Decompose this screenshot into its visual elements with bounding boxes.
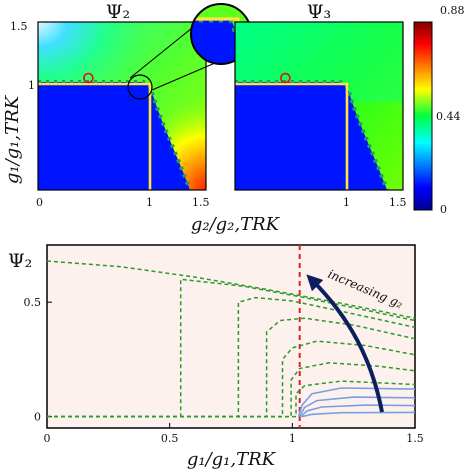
psi2-boundary — [38, 82, 152, 190]
psi3-boundary — [235, 82, 349, 190]
hm2-xtick-1: 1 — [146, 196, 153, 209]
x-tick-label-3: 1.5 — [406, 432, 424, 445]
increasing-arrow — [306, 274, 384, 413]
colorbar-tick-bottom: 0 — [440, 203, 447, 216]
series-line-5 — [47, 362, 415, 418]
hm2-ytick-1: 1 — [28, 79, 35, 92]
hm2-xtick-1.5: 1.5 — [192, 196, 210, 209]
psi3-marker — [280, 72, 291, 84]
y-tick-label-1: 0.5 — [24, 296, 42, 309]
heatmap-ylabel: g₁/g₁,TRK — [2, 94, 23, 184]
line-chart-ticks: 0 0.5 1 1.5 0 0.5 — [24, 296, 424, 445]
line-chart: 0 0.5 1 1.500.5 increasing g₂ — [24, 244, 424, 445]
hm2-xtick-0: 0 — [36, 196, 43, 209]
psi2-marker — [83, 72, 94, 84]
heatmap-xlabel: g₂/g₂,TRK — [191, 214, 281, 235]
colorbar-tick-mid: 0.44 — [436, 110, 461, 123]
line-xlabel: g₁/g₁,TRK — [187, 449, 277, 469]
psi3-title: Ψ₃ — [307, 1, 331, 23]
series-line-8 — [298, 396, 415, 417]
y-tick-label-0: 0 — [34, 411, 41, 424]
heatmap-psi2 — [37, 21, 216, 191]
psi2-title: Ψ₂ — [106, 1, 130, 23]
colorbar-tick-top: 0.88 — [440, 4, 465, 17]
x-tick-label-1: 0.5 — [161, 432, 179, 445]
hm2-ytick-1.5: 1.5 — [10, 20, 28, 33]
series-line-7 — [297, 387, 415, 417]
x-tick-label-2: 1 — [289, 432, 296, 445]
hm3-xtick-1: 1 — [343, 196, 350, 209]
line-series-group — [47, 260, 415, 418]
series-line-10 — [301, 411, 415, 418]
hm3-xtick-1.5: 1.5 — [389, 196, 407, 209]
series-line-0 — [47, 260, 415, 319]
heatmap-psi3 — [234, 21, 404, 191]
line-ylabel: Ψ₂ — [8, 250, 32, 272]
colorbar: 0.88 0.44 0 — [413, 4, 465, 216]
x-tick-label-0: 0 — [44, 432, 51, 445]
